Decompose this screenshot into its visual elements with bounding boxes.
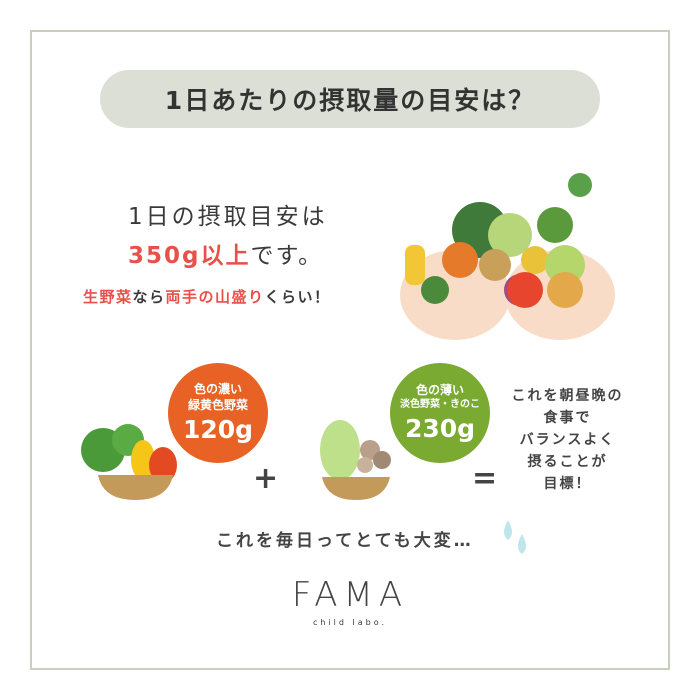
fama-logo: FAMA child labo. [275, 576, 425, 628]
logo-name: FAMA [291, 575, 409, 615]
goal-line: 食事で [543, 410, 592, 426]
dark-veg-badge: 色の濃い 緑黄色野菜 120g [168, 363, 268, 463]
intro-line2: 350g以上です。 [128, 242, 323, 270]
goal-line: バランスよく [519, 432, 616, 448]
dark-veg-line1: 色の濃い [193, 382, 242, 396]
equals-sign: = [472, 461, 498, 496]
goal-text: これを朝昼晩の 食事で バランスよく 摂ることが 目標！ [500, 385, 635, 495]
intro-suffix: です。 [250, 243, 324, 269]
goal-line: これを朝昼晩の [511, 388, 624, 404]
dark-veg-amount: 120g [182, 415, 254, 444]
hands-with-vegetables-illustration [400, 173, 615, 340]
intro-amount: 350g以上 [128, 243, 251, 269]
light-veg-line2: 淡色野菜・きのこ [400, 399, 480, 410]
intro-hint: 生野菜なら両手の山盛りくらい！ [83, 287, 331, 307]
logo-subtitle: child labo. [312, 618, 388, 627]
hint-text: なら [132, 288, 166, 306]
hint-two-hands: 両手の山盛り [165, 288, 265, 306]
hint-raw-veg: 生野菜 [83, 288, 133, 306]
light-veg-badge: 色の薄い 淡色野菜・きのこ 230g [390, 363, 490, 463]
light-veg-amount: 230g [404, 414, 476, 443]
dark-veg-line2: 緑黄色野菜 [187, 398, 248, 412]
sweat-drops-icon [504, 520, 526, 554]
frame-border [30, 30, 670, 670]
light-vegetables-basket-illustration [320, 420, 391, 500]
goal-line: 摂ることが [527, 454, 608, 470]
hint-end: くらい！ [264, 288, 331, 306]
goal-line: 目標！ [543, 476, 592, 492]
plus-sign: + [253, 461, 279, 496]
light-veg-line1: 色の薄い [415, 383, 464, 397]
dark-vegetables-basket-illustration [81, 424, 177, 500]
intro-line1: 1日の摂取目安は [128, 204, 328, 230]
page-title: 1日あたりの摂取量の目安は？ [100, 70, 600, 128]
footer-message: これを毎日ってとても大変… [216, 531, 474, 551]
